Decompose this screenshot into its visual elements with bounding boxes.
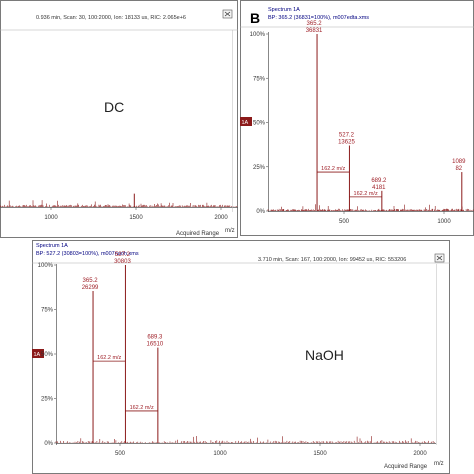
panel-c-y-tick-label-5: 100%	[38, 263, 54, 269]
panel-b-x-tick-label-1: 500	[339, 219, 350, 225]
panel-c-y-ticks: 0% 25% 50% 75% 100%	[38, 263, 56, 447]
panel-b-svg: B Spectrum 1A BP: 365.2 (36831=100%), m0…	[240, 0, 474, 236]
panel-b-header-line-1: Spectrum 1A	[268, 7, 300, 13]
panel-c-badge: 1A	[34, 352, 41, 358]
panel-c-peak-label-3: 689.3	[147, 335, 163, 341]
panel-c-svg: C Spectrum 1A BP: 527.2 (30803=100%), m0…	[32, 240, 450, 474]
panel-c-peak-intensity-3: 16510	[147, 342, 164, 348]
panel-b-badge: 1A	[242, 120, 249, 126]
panel-a-header-line-2: 0.936 min, Scan: 30, 100:2000, Ion: 1813…	[36, 15, 186, 21]
panel-c-y-tick-label-4: 75%	[41, 308, 54, 314]
panel-c-label: NaOH	[305, 347, 344, 363]
panel-a-svg: 0.936 min, Scan: 30, 100:2000, Ion: 1813…	[0, 0, 238, 238]
panel-b-peak-label-4: 1089	[452, 159, 466, 165]
panel-b-letter: B	[250, 10, 260, 26]
panel-a-x-unit: m/z	[225, 228, 235, 234]
panel-c-y-tick-label-1: 0%	[44, 441, 53, 447]
panel-b-x-tick-label-2: 1000	[437, 219, 451, 225]
panel-b-delta-label-2: 162.2 m/z	[354, 191, 378, 197]
panel-b-y-tick-label-2: 25%	[253, 165, 266, 171]
panel-c-peak-label-2: 527.2	[115, 252, 131, 258]
panel-c-frame	[32, 240, 450, 474]
panel-c-x-tick-label-3: 1500	[313, 451, 327, 457]
panel-c-peak-intensity-2: 30803	[114, 259, 131, 265]
panel-b-peak-intensity-2: 13625	[338, 140, 355, 146]
panel-c-header-line-2: BP: 527.2 (30803=100%), m007naoh.xms	[36, 251, 139, 257]
panel-b-peak-label-1: 365.2	[307, 21, 323, 27]
panel-b: B Spectrum 1A BP: 365.2 (36831=100%), m0…	[240, 0, 474, 236]
panel-c-peak-label-1: 365.2	[83, 278, 99, 284]
panel-c-x-tick-label-2: 1000	[213, 451, 227, 457]
panel-c: C Spectrum 1A BP: 527.2 (30803=100%), m0…	[32, 240, 450, 474]
panel-b-badge-box	[240, 117, 252, 126]
panel-b-peak-label-3: 689.2	[371, 178, 387, 184]
panel-b-peak-intensity-1: 36831	[306, 28, 323, 34]
panel-a-x-tick-label-3: 2000	[214, 215, 228, 221]
panel-a-plot: 1000 1500 2000	[0, 193, 238, 221]
panel-c-baseline-noise	[55, 436, 435, 443]
panel-b-frame	[240, 0, 474, 236]
panel-b-peak-intensity-3: 4181	[372, 185, 386, 191]
panel-c-x-tick-label-4: 2000	[413, 451, 427, 457]
panel-b-y-tick-label-3: 50%	[253, 121, 266, 127]
panel-c-delta-label-2: 162.2 m/z	[130, 405, 154, 411]
panel-b-y-tick-label-4: 75%	[253, 76, 266, 82]
panel-c-badge-box	[32, 349, 44, 358]
close-icon[interactable]	[222, 9, 233, 19]
panel-c-header-line-1: Spectrum 1A	[36, 243, 68, 249]
panel-a-label: DC	[104, 99, 124, 115]
panel-a-baseline-noise	[0, 200, 238, 207]
panel-b-y-ticks: 0% 25% 50% 75% 100%	[250, 32, 268, 215]
panel-c-header-line-3: 3.710 min, Scan: 167, 100:2000, Ion: 994…	[258, 257, 406, 263]
panel-c-y-tick-label-3: 50%	[41, 352, 54, 358]
close-icon[interactable]	[434, 253, 445, 263]
panel-b-header-line-2: BP: 365.2 (36831=100%), m007edta.xms	[268, 15, 369, 21]
panel-c-y-tick-label-2: 25%	[41, 397, 54, 403]
panel-b-delta-label-1: 162.2 m/z	[321, 166, 345, 172]
panel-c-peak-intensity-1: 26299	[82, 285, 99, 291]
panel-c-x-caption: Acquired Range	[384, 464, 428, 470]
panel-c-delta-label-1: 162.2 m/z	[97, 355, 121, 361]
panel-b-peak-label-2: 527.2	[339, 133, 355, 139]
panel-b-peak-intensity-4: 82	[455, 166, 462, 172]
panel-b-y-tick-label-5: 100%	[250, 32, 266, 38]
panel-a-x-tick-label-1: 1000	[44, 215, 58, 221]
panel-a-x-caption: Acquired Range	[176, 231, 220, 237]
panel-a-frame	[0, 0, 238, 238]
panel-a: 0.936 min, Scan: 30, 100:2000, Ion: 1813…	[0, 0, 238, 238]
panel-a-x-tick-label-2: 1500	[129, 215, 143, 221]
panel-b-y-tick-label-1: 0%	[256, 209, 265, 215]
panel-c-x-tick-label-1: 500	[115, 451, 126, 457]
panel-c-x-unit: m/z	[434, 461, 444, 467]
